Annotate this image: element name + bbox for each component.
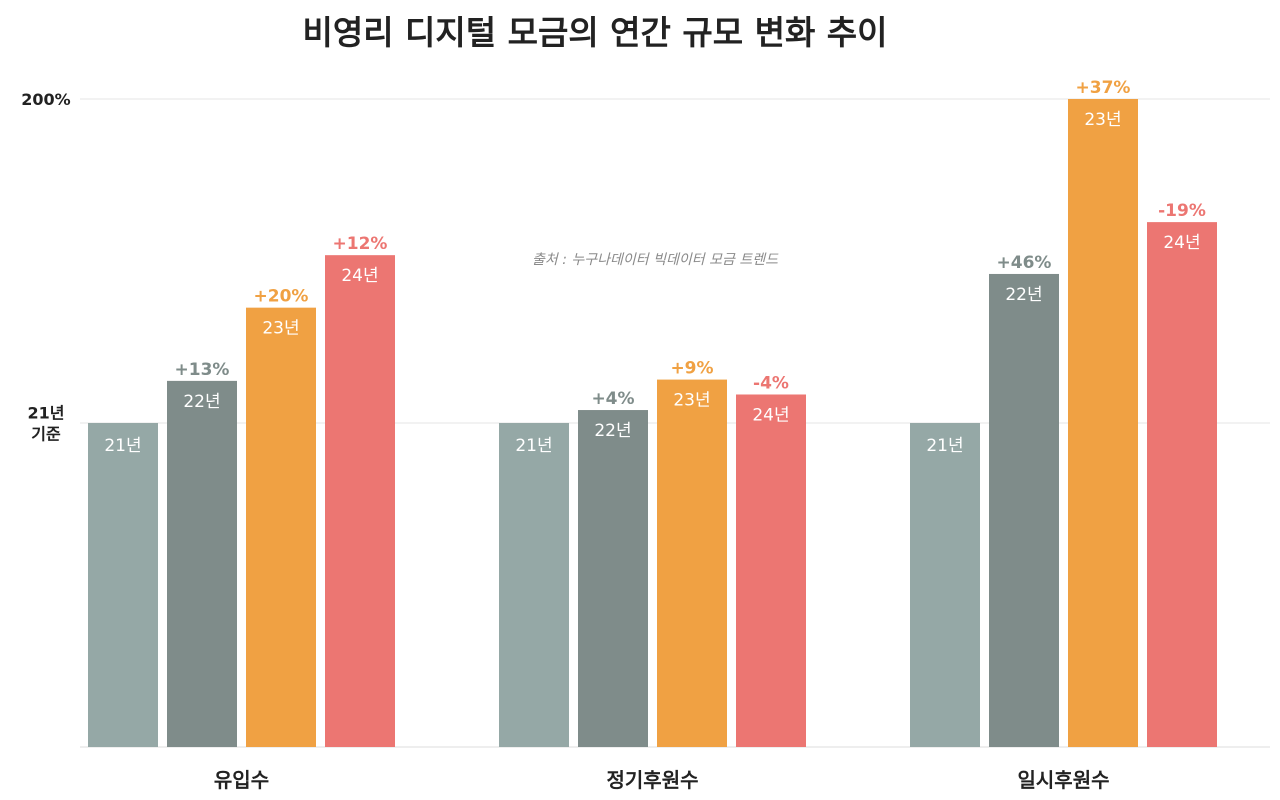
y-tick-label: 200% <box>21 90 70 109</box>
bar-series-label: 24년 <box>341 266 378 286</box>
bar-23년 <box>246 307 316 747</box>
bar-23년 <box>1068 99 1138 747</box>
bar-series-label: 24년 <box>752 405 789 425</box>
x-axis-categories: 유입수 정기후원수 일시후원수 <box>214 768 1110 792</box>
bar-24년 <box>1147 222 1217 747</box>
bar-series-label: 21년 <box>104 436 141 456</box>
change-label: +46% <box>997 253 1052 273</box>
bar-series-label: 21년 <box>926 436 963 456</box>
bar-series-label: 24년 <box>1163 233 1200 253</box>
x-category-label: 일시후원수 <box>1018 768 1110 792</box>
bar-22년 <box>167 380 237 747</box>
bars: 21년 22년 +13% 23년 +20% 24년 +12% 21년 22년 +4% 23년 +9% 2… <box>88 78 1217 747</box>
bar-series-label: 22년 <box>183 392 220 412</box>
change-label: +37% <box>1076 78 1131 98</box>
bar-21년 <box>910 423 980 747</box>
bar-series-label: 23년 <box>262 319 299 339</box>
bar-22년 <box>989 273 1059 747</box>
change-label: +20% <box>254 287 309 307</box>
chart-title: 비영리 디지털 모금의 연간 규모 변화 추이 <box>302 13 887 52</box>
bar-23년 <box>657 379 727 747</box>
x-category-label: 정기후원수 <box>607 768 699 792</box>
y-tick-label: 21년 <box>28 404 65 423</box>
bar-series-label: 23년 <box>673 391 710 411</box>
change-label: +12% <box>333 234 388 254</box>
bar-series-label: 23년 <box>1084 110 1121 130</box>
change-label: -4% <box>753 373 789 393</box>
change-label: +9% <box>670 359 713 379</box>
change-label: +13% <box>175 360 230 380</box>
x-category-label: 유입수 <box>214 768 269 792</box>
chart-source-note: 출처 : 누구나데이터 빅데이터 모금 트렌드 <box>532 252 779 268</box>
bar-24년 <box>325 255 395 747</box>
bar-24년 <box>736 394 806 747</box>
y-tick-label: 기준 <box>31 425 61 444</box>
bar-21년 <box>88 423 158 747</box>
bar-series-label: 22년 <box>594 421 631 441</box>
change-label: -19% <box>1158 201 1206 221</box>
bar-22년 <box>578 410 648 747</box>
bar-series-label: 21년 <box>515 436 552 456</box>
bar-21년 <box>499 423 569 747</box>
bar-series-label: 22년 <box>1005 285 1042 305</box>
change-label: +4% <box>591 389 634 409</box>
